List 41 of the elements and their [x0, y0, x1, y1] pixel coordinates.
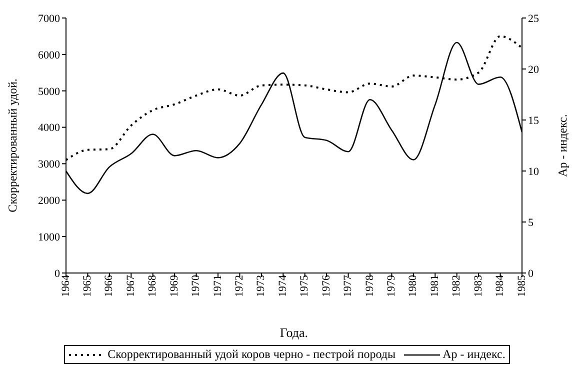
x-tick-label: 1985 [516, 274, 528, 297]
x-tick-label: 1973 [255, 274, 268, 297]
legend-label: Скорректированный удой коров черно - пестрой породы [108, 347, 396, 362]
y-tick-label: 5000 [38, 86, 60, 98]
y2-axis-title: Ар - индекс. [555, 114, 570, 177]
x-tick-label: 1974 [276, 274, 289, 297]
y-axis-title: Скорректированный удой. [5, 78, 20, 212]
x-tick-label: 1983 [472, 274, 484, 297]
x-axis-title: Года. [280, 325, 308, 340]
y2-tick-label: 20 [528, 64, 540, 76]
x-tick-label: 1982 [450, 275, 463, 297]
x-tick-label: 1980 [407, 274, 420, 297]
x-tick-label: 1975 [298, 274, 311, 297]
y-tick-label: 0 [54, 268, 60, 280]
y2-tick-label: 15 [528, 114, 540, 127]
x-tick-label: 1968 [146, 274, 159, 297]
y2-tick-label: 5 [528, 216, 534, 229]
x-tick-label: 1976 [320, 274, 332, 297]
x-tick-label: 1972 [234, 275, 246, 297]
x-tick-label: 1971 [212, 275, 224, 297]
legend-label: Ар - индекс. [442, 347, 506, 362]
y-tick-label: 4000 [38, 122, 60, 134]
x-tick-label: 1970 [190, 274, 202, 297]
x-tick-label: 1965 [82, 274, 94, 297]
x-tick-label: 1964 [60, 274, 72, 297]
y-tick-label: 7000 [38, 12, 60, 25]
x-tick-label: 1978 [364, 274, 376, 297]
y-tick-label: 3000 [38, 158, 60, 171]
x-tick-label: 1966 [103, 274, 116, 297]
y-tick-label: 1000 [38, 231, 60, 244]
x-tick-label: 1979 [386, 274, 398, 297]
y-tick-label: 2000 [38, 195, 60, 208]
x-tick-label: 1969 [168, 274, 180, 297]
y2-tick-label: 10 [528, 166, 540, 178]
x-tick-label: 1981 [428, 275, 441, 297]
y2-tick-label: 25 [528, 12, 540, 25]
x-tick-label: 1984 [494, 274, 506, 297]
x-tick-label: 1967 [124, 274, 137, 297]
y2-tick-label: 0 [528, 268, 534, 280]
x-tick-label: 1977 [342, 274, 354, 297]
y-tick-label: 6000 [38, 49, 60, 62]
